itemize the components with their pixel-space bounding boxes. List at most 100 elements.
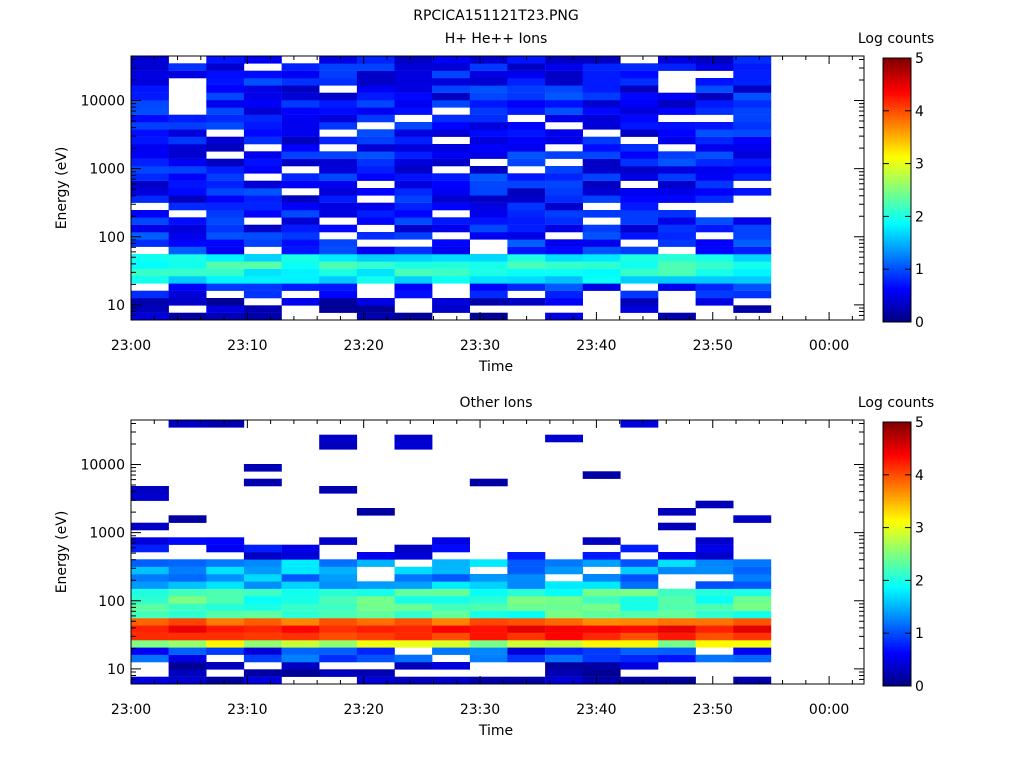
- heatmap-cell: [281, 588, 320, 597]
- heatmap-cell: [243, 618, 282, 626]
- colorbar-segment: [883, 637, 911, 641]
- heatmap-cell: [356, 85, 395, 93]
- colorbar-segment: [883, 620, 911, 623]
- heatmap-cell: [658, 654, 696, 663]
- heatmap-cell: [131, 151, 169, 159]
- colorbar-segment: [883, 446, 911, 449]
- heatmap-cell: [658, 566, 696, 575]
- heatmap-cell: [545, 210, 583, 218]
- heatmap-cell: [620, 290, 659, 299]
- colorbar-segment: [883, 523, 911, 526]
- heatmap-cell: [695, 610, 734, 619]
- colorbar-segment: [883, 675, 911, 678]
- heatmap-cell: [319, 581, 358, 589]
- heatmap-cell: [206, 298, 245, 306]
- heatmap-cell: [131, 610, 169, 619]
- heatmap-cell: [469, 596, 508, 604]
- heatmap-cell: [733, 276, 772, 284]
- heatmap-cell: [695, 56, 734, 64]
- heatmap-cell: [507, 173, 546, 181]
- colorbar-segment: [883, 664, 911, 667]
- heatmap-cell: [131, 92, 169, 101]
- colorbar-segment: [883, 681, 911, 685]
- heatmap-cell: [620, 158, 659, 167]
- heatmap-cell: [168, 640, 207, 648]
- heatmap-cell: [206, 70, 245, 79]
- colorbar-segment: [883, 463, 911, 467]
- heatmap-cell: [432, 537, 470, 545]
- heatmap-cell: [582, 210, 621, 218]
- heatmap-cell: [168, 625, 207, 633]
- heatmap-cell: [545, 647, 583, 655]
- heatmap-cell: [469, 100, 508, 108]
- colorbar-frame: [882, 57, 912, 323]
- heatmap-cell: [733, 151, 772, 159]
- colorbar-segment: [883, 304, 911, 307]
- panel1-plot-frame: [130, 55, 865, 321]
- heatmap-cell: [658, 596, 696, 604]
- heatmap-cell: [394, 588, 433, 597]
- colorbar-segment: [883, 311, 911, 314]
- colorbar-segment: [883, 209, 911, 213]
- colorbar-segment: [883, 60, 911, 63]
- heatmap-cell: [131, 654, 169, 663]
- heatmap-cell: [206, 676, 245, 685]
- heatmap-cell: [695, 544, 734, 553]
- heatmap-cell: [168, 654, 207, 663]
- heatmap-cell: [620, 276, 659, 284]
- y-tick-label: 10000: [80, 94, 125, 110]
- heatmap-cell: [206, 63, 245, 71]
- panel1-title: H+ He++ Ions: [445, 31, 548, 47]
- colorbar-segment: [883, 468, 911, 471]
- heatmap-cell: [206, 537, 245, 545]
- heatmap-cell: [733, 173, 772, 181]
- heatmap-cell: [206, 173, 245, 181]
- heatmap-cell: [620, 603, 659, 611]
- colorbar-segment: [883, 97, 911, 101]
- heatmap-cell: [206, 78, 245, 86]
- heatmap-cell: [695, 158, 734, 167]
- heatmap-cell: [168, 276, 207, 284]
- heatmap-cell: [469, 261, 508, 269]
- heatmap-cell: [582, 56, 621, 64]
- colorbar-segment: [883, 430, 911, 434]
- colorbar-segment: [883, 633, 911, 636]
- heatmap-cell: [658, 588, 696, 597]
- colorbar-segment: [883, 130, 911, 134]
- heatmap-cell: [545, 202, 583, 211]
- heatmap-cell: [394, 122, 433, 130]
- colorbar-segment: [883, 238, 911, 241]
- heatmap-cell: [168, 188, 207, 196]
- heatmap-cell: [206, 210, 245, 218]
- colorbar-segment: [883, 62, 911, 65]
- heatmap-cell: [733, 224, 772, 233]
- heatmap-cell: [733, 610, 772, 619]
- heatmap-cell: [168, 158, 207, 167]
- colorbar-segment: [883, 194, 911, 197]
- heatmap-cell: [206, 232, 245, 240]
- heatmap-cell: [168, 63, 207, 71]
- colorbar-segment: [883, 635, 911, 638]
- heatmap-cell: [356, 56, 395, 64]
- heatmap-cell: [469, 298, 508, 306]
- heatmap-cell: [356, 603, 395, 611]
- colorbar-segment: [883, 554, 911, 557]
- heatmap-cell: [356, 625, 395, 633]
- heatmap-cell: [281, 647, 320, 655]
- colorbar-segment: [883, 234, 911, 237]
- heatmap-cell: [394, 596, 433, 604]
- heatmap-cell: [281, 173, 320, 181]
- heatmap-cell: [658, 239, 696, 247]
- heatmap-cell: [545, 596, 583, 604]
- colorbar-segment: [883, 251, 911, 255]
- heatmap-cell: [319, 290, 358, 299]
- heatmap-cell: [206, 640, 245, 648]
- heatmap-cell: [243, 566, 282, 575]
- heatmap-cell: [394, 442, 433, 450]
- colorbar-segment: [883, 148, 911, 151]
- colorbar-segment: [883, 117, 911, 120]
- heatmap-cell: [620, 588, 659, 597]
- heatmap-cell: [658, 217, 696, 225]
- heatmap-cell: [319, 559, 358, 567]
- colorbar-segment: [883, 573, 911, 577]
